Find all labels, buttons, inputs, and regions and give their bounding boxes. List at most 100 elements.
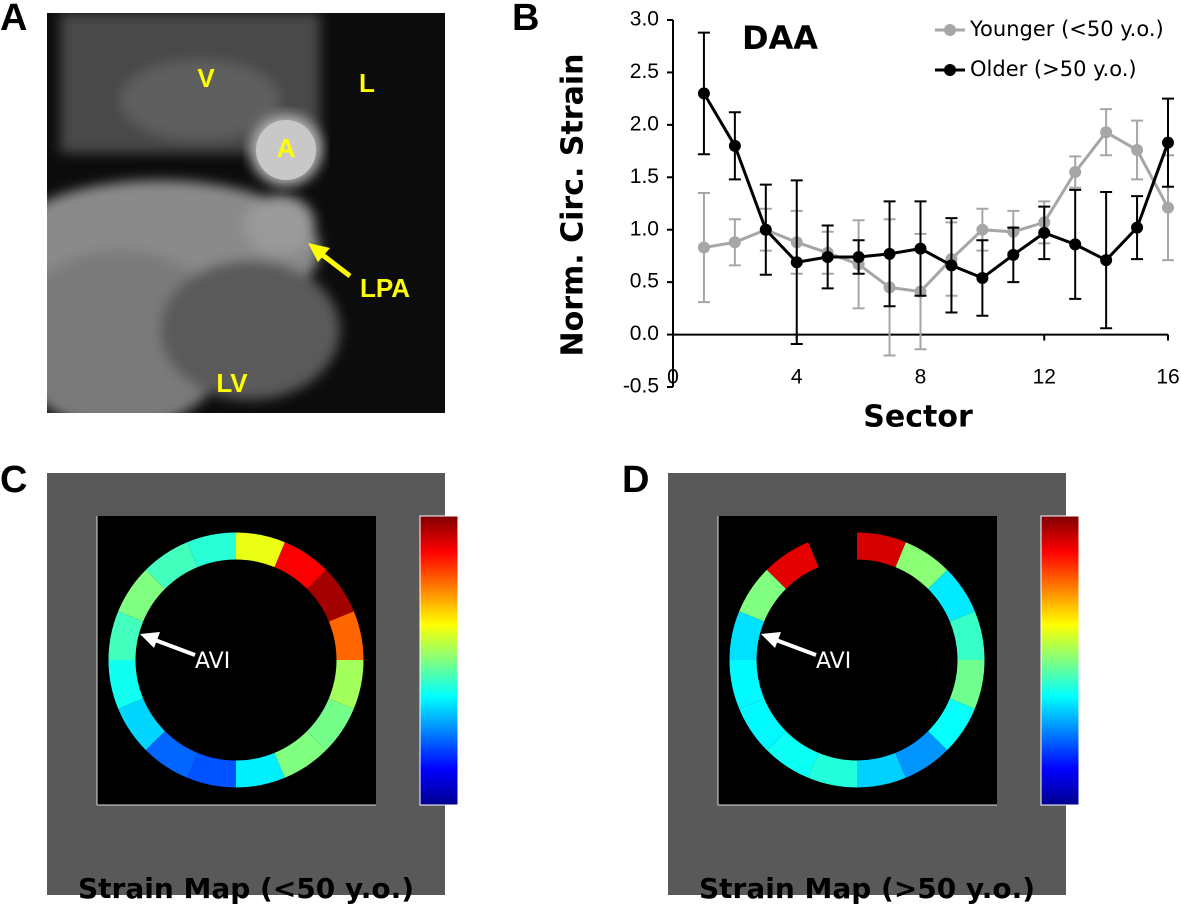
legend-marker (944, 64, 956, 76)
y-tick-label: 0.0 (630, 322, 659, 345)
y-axis-label: Norm. Circ. Strain (556, 54, 591, 357)
ring-sector (118, 698, 166, 751)
ring-sector (108, 611, 144, 661)
anatomy-label: LV (216, 368, 248, 398)
x-tick-label: 12 (1033, 366, 1056, 389)
chart-title: DAA (742, 19, 818, 57)
point (914, 242, 927, 255)
ring-sector (949, 611, 985, 661)
arrow (308, 243, 352, 278)
ring-sector (766, 542, 819, 590)
y-tick-label: 1.5 (630, 165, 659, 188)
mri-image (47, 13, 445, 413)
panel-label: A (0, 0, 27, 39)
x-tick-label: 8 (915, 366, 927, 389)
ring-sector (856, 752, 906, 788)
ring-sector (108, 659, 144, 709)
ring-sector (235, 532, 285, 568)
point (883, 247, 896, 260)
colorbar-tick-label: 0 (1091, 792, 1105, 817)
point (1131, 144, 1144, 157)
legend-marker (944, 24, 956, 36)
caption: Strain Map (<50 y.o.) (78, 872, 414, 905)
point (790, 256, 803, 269)
point (1131, 221, 1144, 234)
panel-label: B (512, 0, 539, 39)
point (697, 241, 710, 254)
point (976, 223, 989, 236)
legend-label: Younger (<50 y.o.) (969, 17, 1164, 41)
anatomy-label: V (197, 63, 215, 93)
ring-sector (145, 542, 198, 590)
y-tick-label: 1.0 (630, 217, 659, 240)
line-chart: DAA Sector Norm. Circ. Strain -0.5 0.0 0.5… (556, 8, 1180, 435)
colorbar-tick-label: 0 (470, 792, 484, 817)
annotation: AVI (816, 649, 851, 674)
ring-sector (306, 569, 354, 622)
anatomy-label: LPA (360, 273, 410, 303)
point (945, 259, 958, 272)
ring-sector (187, 752, 237, 788)
y-tick-label: -0.5 (623, 375, 659, 398)
ring-sector (766, 730, 819, 778)
panel-label: C (0, 459, 27, 501)
ring-sector (328, 659, 364, 709)
arrow (140, 632, 196, 657)
y-tick-label: 2.5 (630, 60, 659, 83)
legend-label: Older (>50 y.o.) (970, 57, 1137, 81)
ring-sector (274, 542, 327, 590)
anatomy-label: L (359, 68, 375, 98)
ring-sector (739, 698, 787, 751)
x-axis-label: Sector (863, 400, 973, 435)
ring-sector (927, 698, 975, 751)
ring-sector (145, 730, 198, 778)
ring-sector (895, 542, 948, 590)
point (728, 236, 741, 249)
strain-map-panel: 0 1.0 2.0 AVI (668, 473, 1126, 895)
ring-sector (739, 569, 787, 622)
x-tick-label: 16 (1156, 366, 1179, 389)
ring-sector (328, 611, 364, 661)
ring-sector (729, 659, 765, 709)
point (1069, 238, 1082, 251)
ring-sector (235, 752, 285, 788)
point (1069, 166, 1082, 179)
point (1007, 248, 1020, 261)
ring-sector (274, 730, 327, 778)
point (821, 250, 834, 263)
arrow (761, 632, 817, 657)
series-line (703, 130, 1170, 294)
ring-sector (306, 698, 354, 751)
y-tick-label: 2.0 (630, 112, 659, 135)
point (728, 139, 741, 152)
annotation: AVI (195, 649, 230, 674)
point (976, 271, 989, 284)
ring-sector (729, 611, 765, 661)
ring-sector (949, 659, 985, 709)
y-tick-label: 0.5 (630, 270, 659, 293)
ring-sector (808, 532, 858, 568)
caption: Strain Map (>50 y.o.) (699, 872, 1035, 905)
point (1162, 136, 1174, 149)
series-line (702, 92, 1170, 280)
ring-sector (927, 569, 975, 622)
ring-sector (118, 569, 166, 622)
ring-sector (895, 730, 948, 778)
point (1038, 226, 1051, 239)
y-tick-label: 3.0 (630, 8, 659, 31)
point (852, 250, 865, 263)
point (697, 87, 710, 100)
strain-map-panel: 0 1.0 2.0 AVI (47, 473, 505, 895)
ring-sector (856, 532, 906, 568)
colorbar-tick-label: 2.0 (1091, 503, 1126, 528)
panel-label: D (622, 459, 649, 501)
point (759, 223, 772, 236)
x-tick-label: 4 (791, 366, 803, 389)
colorbar-tick-label: 1.0 (470, 648, 505, 673)
point (1162, 201, 1174, 214)
anatomy-label: A (277, 133, 296, 163)
x-tick-label: 0 (667, 366, 679, 389)
point (1100, 126, 1113, 139)
ring-sector (808, 752, 858, 788)
